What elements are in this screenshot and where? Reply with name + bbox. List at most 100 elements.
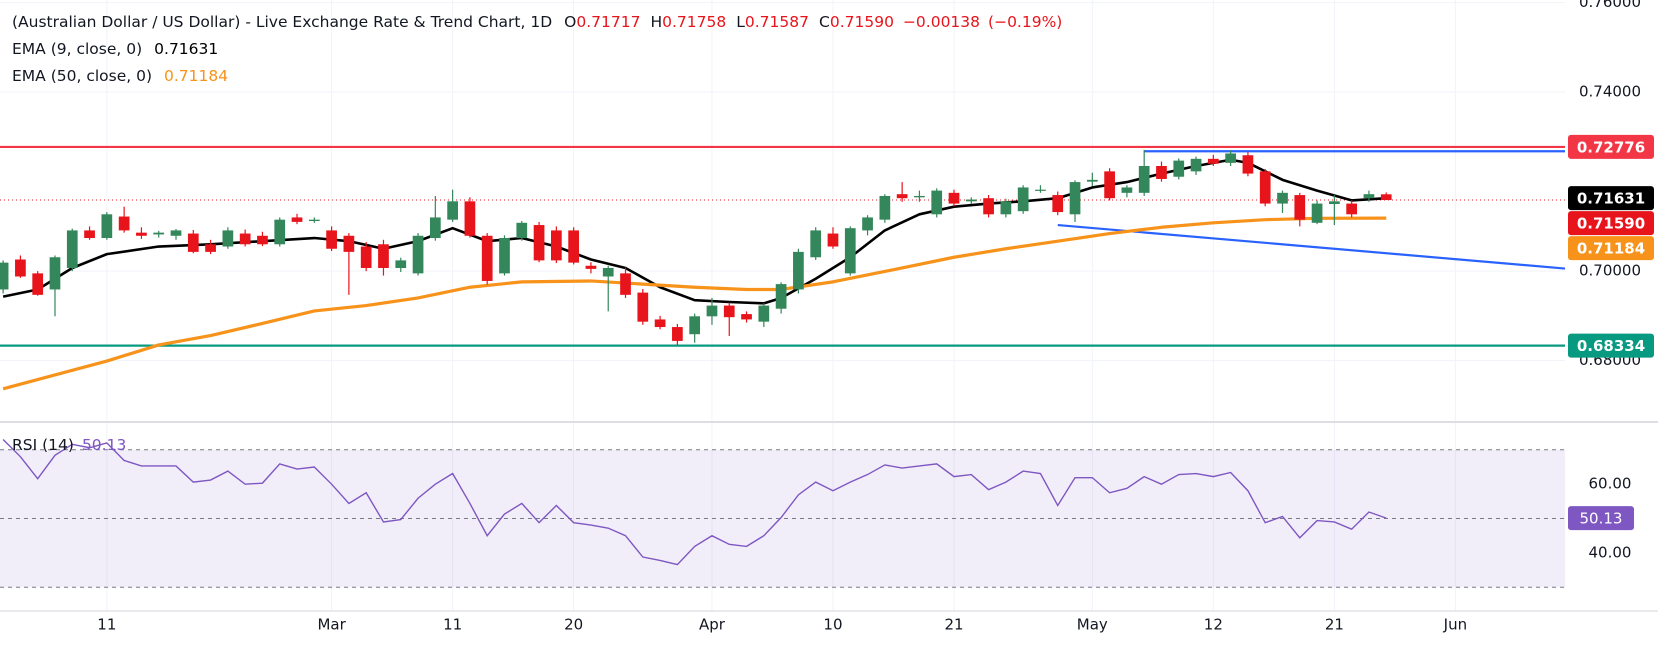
legend-key: C	[819, 13, 830, 31]
axes: 11 Mar 11 20 Apr 10 21 May 12 21 Jun 0.76000 0.74000…	[12, 0, 1654, 634]
rsi-plot	[0, 423, 1565, 611]
candle-body	[1104, 171, 1115, 199]
candle-body	[862, 217, 873, 231]
candle-body	[793, 251, 804, 290]
candle-body	[602, 267, 614, 277]
legend-value: 0.71758	[662, 13, 726, 31]
x-tick-label: Jun	[1443, 616, 1467, 634]
candle-body	[187, 233, 199, 252]
candle-body	[1380, 194, 1392, 200]
x-tick-label: 21	[1325, 616, 1344, 634]
candle-body	[1311, 203, 1323, 223]
candle-body	[136, 232, 147, 236]
candle-body	[706, 305, 718, 317]
candle-body	[447, 201, 458, 220]
price-label-box	[1568, 186, 1654, 211]
candle-body	[222, 230, 234, 247]
candle-body	[741, 314, 752, 320]
candle-body	[654, 319, 666, 328]
candle-body	[1052, 195, 1064, 213]
price-label: 0.72776	[1577, 138, 1645, 156]
y-tick-label: 0.70000	[1579, 262, 1641, 280]
candle-body	[1259, 171, 1271, 204]
candle-body	[1190, 158, 1202, 172]
x-tick-label: Mar	[317, 616, 346, 634]
price-label: 0.71631	[1577, 190, 1645, 208]
candle-body	[879, 195, 891, 220]
candle-body	[274, 219, 286, 245]
candle-body	[84, 230, 95, 239]
candle-body	[118, 216, 130, 231]
x-tick-label: May	[1077, 616, 1108, 634]
legend-key: L	[736, 13, 745, 31]
y-tick-label: 40.00	[1589, 543, 1632, 561]
candle-body	[965, 199, 977, 202]
candle-body	[101, 214, 113, 239]
candle-body	[637, 292, 649, 322]
candle-body	[32, 273, 44, 295]
candle-body	[689, 316, 701, 335]
candle-body	[533, 225, 545, 261]
price-label: 0.68334	[1577, 337, 1645, 355]
legend-value: 0.71717	[576, 13, 640, 31]
candle-body	[1346, 203, 1358, 215]
candle-body	[1363, 194, 1375, 199]
candle-body	[827, 233, 839, 247]
legend-key: H	[650, 13, 662, 31]
candle-body	[931, 190, 943, 215]
indicator-name: EMA (9, close, 0)	[12, 40, 142, 58]
legend-row: EMA (9, close, 0) 0.71631	[12, 40, 218, 58]
price-label: 0.71590	[1577, 215, 1645, 233]
candle-body	[1156, 165, 1167, 179]
candle-body	[1242, 155, 1254, 174]
candle-body	[170, 230, 182, 236]
candle-body	[308, 219, 320, 222]
x-tick-label: 11	[443, 616, 462, 634]
legend-value: 0.71587	[745, 13, 809, 31]
legend-row: (Australian Dollar / US Dollar) - Live E…	[12, 13, 1062, 31]
candle-body	[1069, 182, 1081, 215]
price-label-box	[1568, 236, 1654, 261]
candle-body	[239, 233, 251, 245]
candle-body	[291, 217, 303, 222]
legend-title: (Australian Dollar / US Dollar) - Live E…	[12, 13, 552, 31]
candle-body	[1173, 160, 1185, 177]
indicator-name: RSI (14)	[12, 436, 74, 454]
candle-body	[1035, 189, 1046, 191]
candle-body	[810, 230, 822, 258]
candle-body	[15, 259, 26, 277]
x-tick-label: 20	[564, 616, 583, 634]
candle-body	[775, 284, 787, 309]
candle-body	[948, 192, 960, 204]
candle-body	[326, 230, 337, 249]
candle-body	[1294, 195, 1306, 220]
legend-row: EMA (50, close, 0) 0.71184	[12, 67, 228, 85]
x-tick-label: 21	[944, 616, 963, 634]
candle-body	[412, 235, 424, 274]
trend-line	[1057, 223, 1565, 270]
candle-body	[257, 235, 268, 245]
legend-change-pct: (−0.19%)	[988, 13, 1062, 31]
price-plot	[0, 0, 1565, 421]
indicator-value: 0.71631	[154, 40, 218, 58]
legend-change: −0.00138	[903, 13, 980, 31]
candle-body	[568, 230, 580, 263]
candle-body	[481, 235, 493, 281]
candle-body	[585, 265, 597, 269]
indicator-value: 50.13	[82, 436, 126, 454]
candle-body	[1329, 201, 1340, 205]
legend-row: RSI (14) 50.13	[12, 436, 126, 454]
candle-body	[0, 262, 9, 290]
y-tick-label: 0.76000	[1579, 0, 1641, 11]
candle-body	[1121, 187, 1133, 193]
candle-body	[499, 238, 510, 274]
price-label-box	[1568, 134, 1654, 159]
x-tick-label: 12	[1204, 616, 1223, 634]
candle-body	[983, 198, 994, 215]
candle-body	[395, 260, 407, 268]
legend-key: O	[564, 13, 576, 31]
price-label-box	[1568, 506, 1634, 531]
x-tick-label: 11	[97, 616, 116, 634]
candle-body	[1017, 187, 1029, 212]
